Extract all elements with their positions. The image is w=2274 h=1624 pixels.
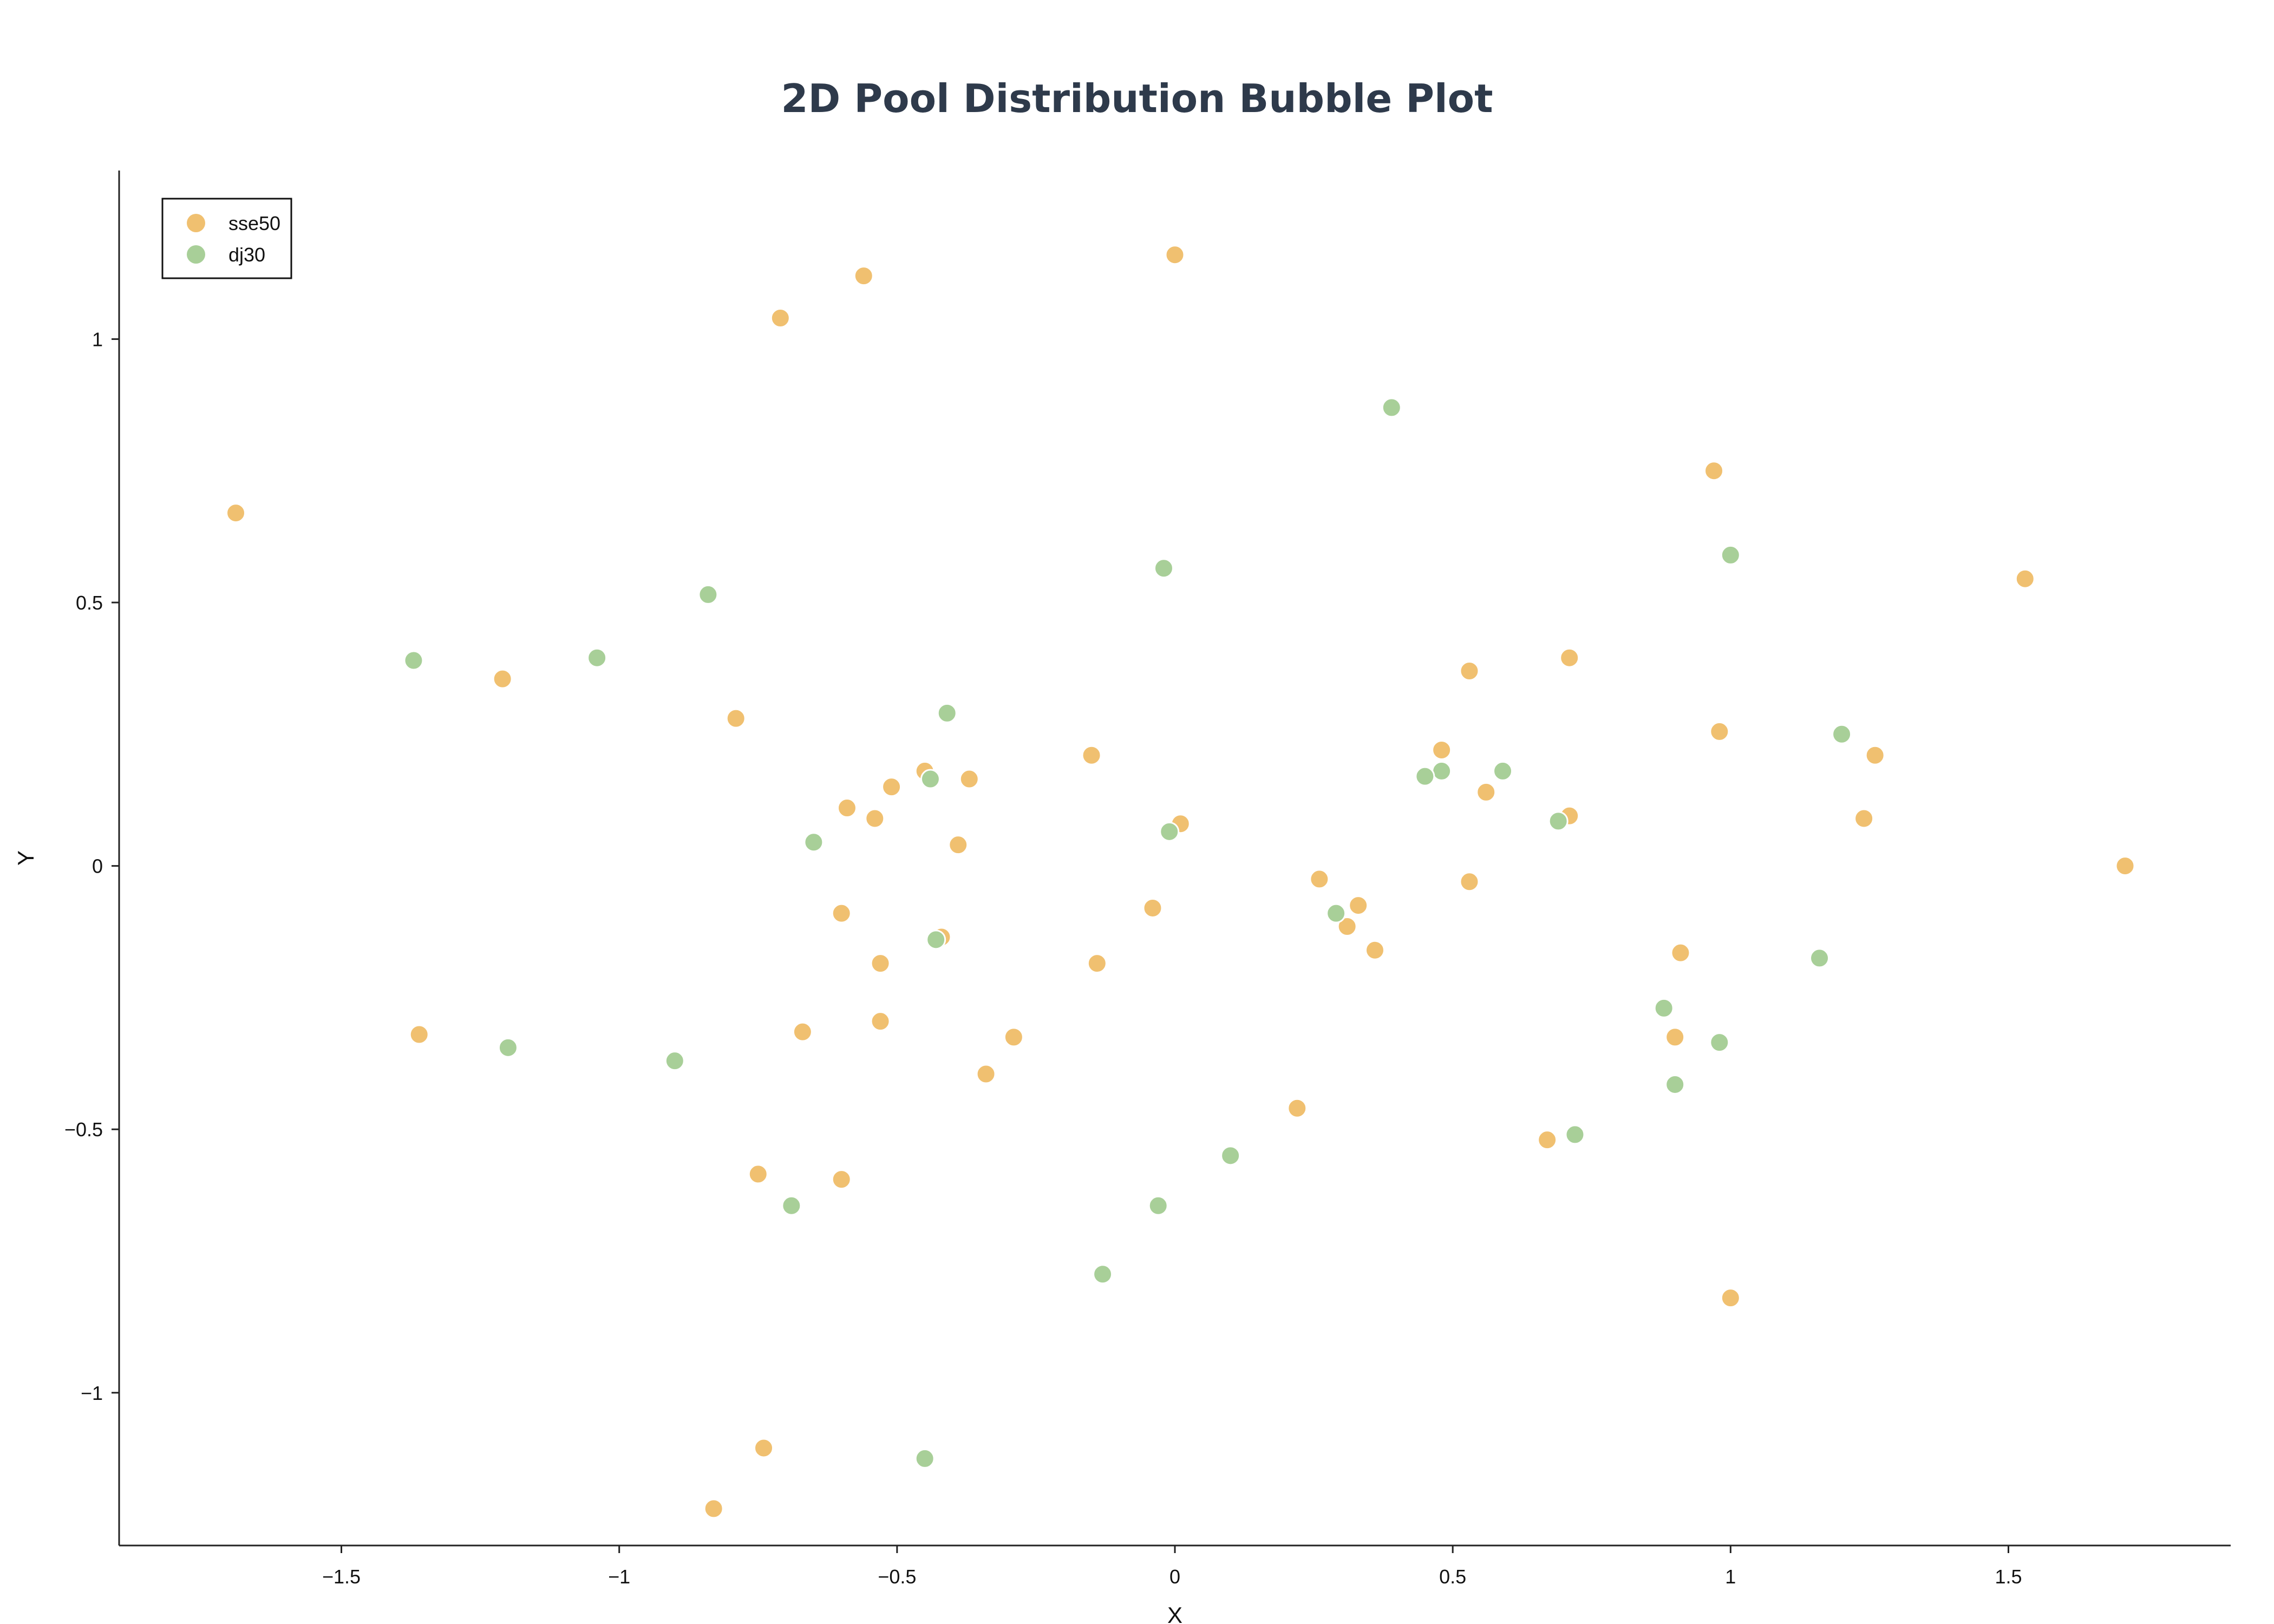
data-point-dj30	[920, 769, 940, 789]
data-point-sse50	[1476, 782, 1497, 802]
data-point-sse50	[492, 669, 513, 689]
data-point-dj30	[1809, 948, 1830, 968]
x-axis-label: X	[1167, 1602, 1182, 1624]
data-point-sse50	[831, 903, 852, 924]
data-point-sse50	[948, 835, 969, 855]
data-point-dj30	[1159, 821, 1180, 842]
data-point-dj30	[803, 832, 824, 853]
data-point-sse50	[1720, 1288, 1741, 1308]
y-axis-label: Y	[13, 850, 38, 866]
data-point-sse50	[1865, 745, 1885, 765]
data-point-dj30	[914, 1448, 935, 1469]
y-ticks: −1 −0.5 0 0.5 1	[64, 328, 119, 1404]
data-point-sse50	[1704, 461, 1724, 481]
legend-marker-dj30	[187, 245, 205, 264]
x-tick-label: 0.5	[1439, 1566, 1466, 1588]
data-point-sse50	[1142, 898, 1163, 918]
data-point-sse50	[748, 1164, 768, 1184]
data-point-sse50	[831, 1169, 852, 1190]
data-point-sse50	[865, 808, 885, 829]
data-point-sse50	[870, 953, 891, 974]
data-point-dj30	[1381, 397, 1402, 418]
data-point-sse50	[754, 1438, 774, 1458]
x-tick-label: 1.5	[1995, 1566, 2022, 1588]
data-point-dj30	[403, 650, 424, 671]
data-point-sse50	[1348, 895, 1369, 916]
x-tick-label: −0.5	[878, 1566, 916, 1588]
data-point-dj30	[781, 1195, 802, 1216]
chart-title: 2D Pool Distribution Bubble Plot	[781, 76, 1493, 121]
data-point-dj30	[1565, 1124, 1585, 1145]
data-point-dj30	[1093, 1264, 1113, 1285]
data-point-dj30	[698, 584, 718, 605]
data-point-sse50	[1459, 661, 1480, 682]
data-point-sse50	[1364, 940, 1385, 960]
data-point-dj30	[1326, 903, 1347, 924]
data-point-sse50	[1337, 916, 1357, 937]
x-ticks: −1.5 −1 −0.5 0 0.5 1 1.5	[322, 1546, 2022, 1588]
data-point-sse50	[1670, 942, 1691, 963]
data-point-sse50	[409, 1024, 429, 1045]
legend-label-dj30: dj30	[228, 244, 265, 266]
data-point-dj30	[926, 929, 946, 950]
legend: sse50 dj30	[161, 198, 292, 279]
data-points	[226, 245, 2135, 1519]
data-point-sse50	[1432, 739, 1452, 760]
data-point-sse50	[853, 266, 874, 286]
legend-marker-sse50	[187, 214, 205, 232]
x-tick-label: 0	[1169, 1566, 1180, 1588]
data-point-sse50	[959, 769, 979, 789]
legend-box	[161, 198, 292, 279]
data-point-sse50	[1559, 647, 1580, 668]
data-point-dj30	[1148, 1195, 1168, 1216]
data-point-dj30	[1432, 761, 1452, 781]
data-point-dj30	[587, 647, 607, 668]
data-point-sse50	[1309, 869, 1330, 889]
y-tick-label: 0	[92, 855, 103, 878]
y-tick-label: 0.5	[76, 592, 103, 614]
data-point-dj30	[1720, 545, 1741, 565]
data-point-sse50	[1665, 1027, 1685, 1047]
data-point-sse50	[2015, 568, 2035, 589]
data-point-sse50	[2115, 856, 2135, 876]
data-point-dj30	[664, 1051, 685, 1071]
x-tick-label: −1	[608, 1566, 630, 1588]
data-point-sse50	[1287, 1098, 1308, 1118]
data-point-sse50	[1003, 1027, 1024, 1047]
y-tick-label: −1	[81, 1382, 103, 1404]
data-point-sse50	[1165, 245, 1185, 265]
data-point-dj30	[1220, 1145, 1241, 1166]
data-point-dj30	[1654, 998, 1674, 1018]
data-point-dj30	[498, 1037, 518, 1058]
data-point-sse50	[770, 307, 790, 328]
data-point-sse50	[976, 1064, 996, 1084]
data-point-dj30	[1832, 724, 1852, 744]
y-tick-label: 1	[92, 328, 103, 350]
data-point-dj30	[1153, 558, 1174, 579]
data-point-sse50	[881, 777, 902, 797]
data-point-sse50	[226, 503, 246, 523]
data-point-sse50	[1087, 953, 1107, 974]
data-point-sse50	[703, 1498, 724, 1519]
data-point-dj30	[1709, 1032, 1730, 1053]
data-point-dj30	[1415, 766, 1435, 787]
legend-label-sse50: sse50	[228, 212, 280, 234]
x-tick-label: −1.5	[322, 1566, 361, 1588]
data-point-dj30	[1665, 1074, 1685, 1095]
x-tick-label: 1	[1725, 1566, 1736, 1588]
data-point-sse50	[1709, 721, 1730, 742]
data-point-sse50	[1081, 745, 1102, 765]
data-point-dj30	[937, 703, 957, 723]
y-tick-label: −0.5	[64, 1118, 103, 1141]
data-point-dj30	[1493, 761, 1513, 781]
data-point-dj30	[1548, 811, 1569, 831]
data-point-sse50	[792, 1021, 813, 1042]
data-point-sse50	[870, 1011, 891, 1032]
data-point-sse50	[1854, 808, 1874, 829]
data-point-sse50	[1537, 1130, 1558, 1150]
data-point-sse50	[726, 708, 746, 729]
data-point-sse50	[1459, 872, 1480, 892]
data-point-sse50	[837, 798, 857, 818]
